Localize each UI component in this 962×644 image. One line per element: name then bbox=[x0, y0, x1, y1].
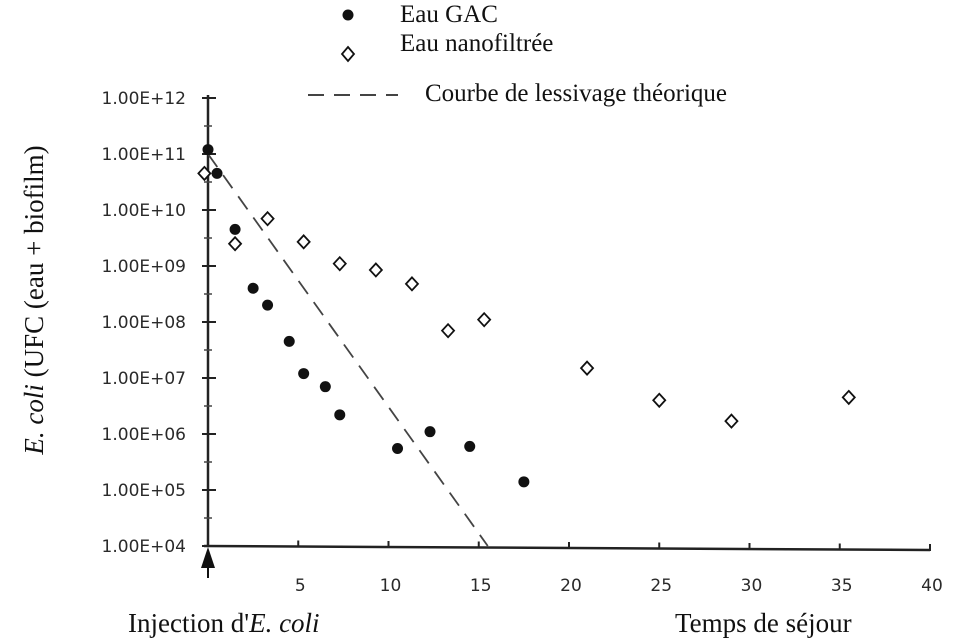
y-tick-label: 1.00E+04 bbox=[102, 537, 186, 557]
nanofiltree-point bbox=[652, 392, 667, 409]
nanofiltree-point bbox=[841, 389, 856, 406]
data-points bbox=[197, 144, 856, 488]
gac-point bbox=[319, 381, 331, 393]
nanofiltree-point bbox=[296, 234, 311, 250]
y-axis-title-italic: E. coli bbox=[19, 384, 49, 455]
x-tick-label: 5 bbox=[295, 576, 306, 596]
x-tick-label: 15 bbox=[470, 576, 492, 596]
gac-point bbox=[229, 223, 241, 235]
nanofiltree-point bbox=[476, 311, 492, 328]
nanofiltree-point bbox=[227, 235, 243, 252]
gac-point bbox=[202, 144, 214, 156]
x-tick-label: 30 bbox=[741, 576, 763, 596]
legend-marker-gac bbox=[342, 9, 354, 21]
x-axis-title-left-italic: E. coli bbox=[248, 608, 319, 638]
y-axis-title: E. coli (UFC (eau + biofilm) bbox=[19, 145, 49, 455]
y-tick-label: 1.00E+12 bbox=[102, 89, 186, 109]
legend-label-curve: Courbe de lessivage théorique bbox=[425, 80, 727, 107]
gac-point bbox=[424, 426, 436, 438]
legend-marker-nf bbox=[340, 45, 356, 63]
legend-label-gac: Eau GAC bbox=[400, 1, 498, 28]
y-tick-label: 1.00E+07 bbox=[102, 369, 186, 389]
gac-point bbox=[298, 368, 310, 380]
y-tick-label: 1.00E+05 bbox=[102, 481, 186, 501]
x-tick-label: 35 bbox=[831, 576, 853, 596]
y-tick-label: 1.00E+09 bbox=[102, 257, 186, 277]
injection-arrow-icon bbox=[201, 547, 215, 568]
y-axis-title-rest: (UFC (eau + biofilm) bbox=[19, 145, 49, 384]
gac-point bbox=[283, 335, 295, 347]
nanofiltree-point bbox=[260, 210, 275, 227]
x-axis-line bbox=[203, 544, 931, 552]
y-tick-label: 1.00E+11 bbox=[102, 145, 186, 165]
legend-label-nf: Eau nanofiltrée bbox=[400, 30, 553, 57]
gac-point bbox=[518, 476, 530, 488]
x-axis-title-left-plain: Injection d' bbox=[128, 608, 249, 638]
gac-point bbox=[464, 440, 476, 452]
x-tick-label: 25 bbox=[650, 576, 672, 596]
theoretical-curve-line bbox=[207, 153, 489, 547]
nanofiltree-point bbox=[724, 413, 739, 429]
y-ticks: 1.00E+04 1.00E+05 1.00E+06 1.00E+07 1.00E+08… bbox=[102, 89, 216, 557]
y-tick-label: 1.00E+06 bbox=[102, 425, 186, 445]
gac-point bbox=[247, 282, 259, 294]
gac-point bbox=[334, 409, 346, 421]
x-ticks: 5 10 15 20 25 30 35 40 bbox=[295, 540, 943, 596]
x-tick-label: 20 bbox=[560, 576, 582, 596]
gac-point bbox=[262, 299, 274, 311]
legend: Eau GAC Eau nanofiltrée Courbe de lessiv… bbox=[308, 1, 727, 107]
x-tick-label: 10 bbox=[380, 576, 402, 596]
nanofiltree-point bbox=[440, 322, 456, 339]
nanofiltree-point bbox=[332, 255, 347, 272]
nanofiltree-point bbox=[579, 360, 595, 376]
y-tick-label: 1.00E+08 bbox=[102, 313, 186, 333]
nanofiltree-point bbox=[404, 276, 420, 292]
nanofiltree-point bbox=[368, 262, 384, 278]
x-axis-title-left: Injection d'E. coli bbox=[128, 608, 320, 638]
x-axis-title-right: Temps de séjour bbox=[675, 608, 852, 638]
x-tick-label: 40 bbox=[921, 576, 943, 596]
gac-point bbox=[211, 167, 223, 179]
y-tick-label: 1.00E+10 bbox=[102, 201, 186, 221]
theoretical-curve bbox=[207, 153, 489, 547]
nanofiltree-point bbox=[197, 165, 212, 182]
gac-point bbox=[392, 443, 404, 455]
